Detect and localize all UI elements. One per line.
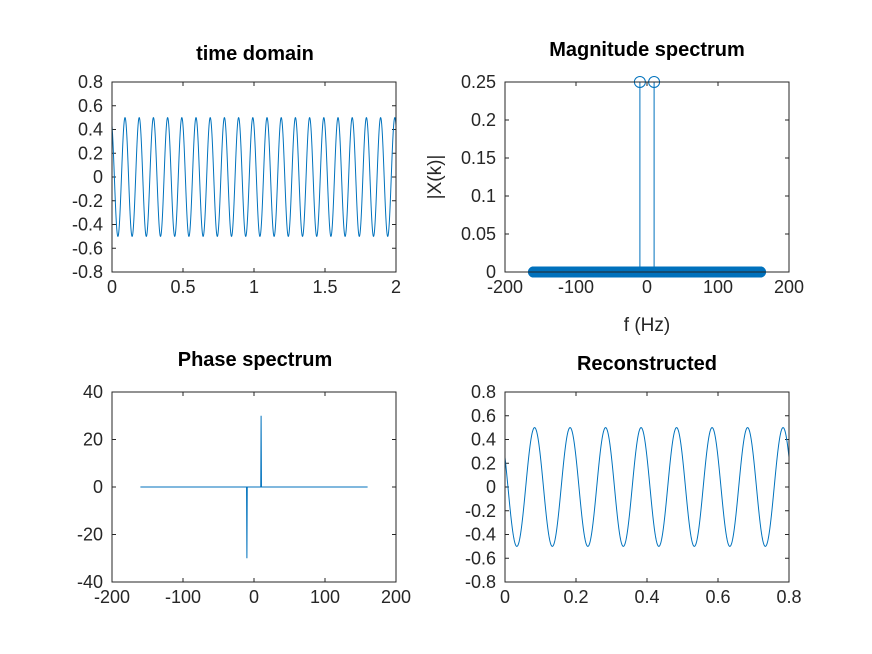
reconstructed-title: Reconstructed	[577, 353, 717, 375]
time-domain-plot: 0 0.5 1 1.5 2 -0.8 -0.6 -0.4 -0.2 0 0.2 0.4 0.6 0.8	[72, 72, 401, 297]
magnitude-xtick-label: 200	[774, 277, 804, 297]
phase-ytick-label: -20	[77, 525, 103, 545]
phase-xtick-label: 0	[249, 587, 259, 607]
magnitude-spectrum-panel: Magnitude spectrum -200 -100 0 100 200 0 0.05 0…	[425, 39, 804, 336]
reconstructed-frame	[504, 391, 790, 583]
reconstructed-xtick-label: 0.2	[563, 587, 588, 607]
reconstructed-ytick-label: -0.6	[465, 548, 496, 568]
reconstructed-ytick-label: 0.6	[471, 406, 496, 426]
phase-xtick-label: -100	[165, 587, 201, 607]
time-domain-title: time domain	[196, 43, 314, 65]
magnitude-xtick-label: -200	[487, 277, 523, 297]
reconstructed-ytick-label: 0.4	[471, 430, 496, 450]
magnitude-ylabel: |X(k)|	[425, 155, 446, 200]
magnitude-ytick-label: 0	[486, 262, 496, 282]
phase-ytick-label: 0	[93, 477, 103, 497]
magnitude-ytick-label: 0.1	[471, 186, 496, 206]
time-ytick-label: 0.6	[78, 96, 103, 116]
phase-series-line	[140, 415, 368, 559]
time-ytick-label: -0.6	[72, 238, 103, 258]
magnitude-xlabel: f (Hz)	[624, 315, 670, 336]
magnitude-xtick-label: -100	[558, 277, 594, 297]
phase-xtick-label: 100	[310, 587, 340, 607]
magnitude-ytick-label: 0.15	[461, 148, 496, 168]
time-xtick-label: 0	[107, 277, 117, 297]
reconstructed-ytick-label: 0	[486, 477, 496, 497]
magnitude-xtick-label: 0	[642, 277, 652, 297]
time-xtick-label: 1	[249, 277, 259, 297]
reconstructed-xtick-label: 0.8	[776, 587, 801, 607]
magnitude-spectrum-title: Magnitude spectrum	[549, 39, 745, 61]
phase-spectrum-panel: Phase spectrum -200 -100 0 100 200-40-200204…	[77, 349, 411, 607]
time-ytick-label: 0.4	[78, 120, 103, 140]
magnitude-xtick-label: 100	[703, 277, 733, 297]
time-ytick-label: 0.2	[78, 143, 103, 163]
time-ytick-label: -0.2	[72, 191, 103, 211]
reconstructed-ytick-label: 0.2	[471, 453, 496, 473]
phase-spectrum-title: Phase spectrum	[178, 349, 333, 371]
time-ytick-label: -0.4	[72, 215, 103, 235]
reconstructed-ytick-label: -0.8	[465, 572, 496, 592]
phase-ytick-label: 40	[83, 382, 103, 402]
magnitude-spectrum-plot: -200 -100 0 100 200 0 0.05 0.1 0.15 0.2 0.25	[461, 72, 804, 297]
reconstructed-xtick-label: 0.6	[705, 587, 730, 607]
reconstructed-panel: Reconstructed 0 0.2 0.4 0.6 0.8 -0.8 -0.6 -0.4 -…	[465, 353, 802, 607]
phase-xtick-label: -200	[94, 587, 130, 607]
time-domain-frame	[111, 81, 397, 273]
time-xtick-label: 1.5	[312, 277, 337, 297]
time-ytick-label: 0	[93, 167, 103, 187]
reconstructed-xtick-label: 0.4	[634, 587, 659, 607]
reconstructed-ytick-label: 0.8	[471, 382, 496, 402]
reconstructed-ytick-label: -0.4	[465, 525, 496, 545]
magnitude-ytick-label: 0.2	[471, 110, 496, 130]
magnitude-ytick-label: 0.05	[461, 224, 496, 244]
phase-spectrum-frame	[111, 391, 397, 583]
reconstructed-ytick-label: -0.2	[465, 501, 496, 521]
phase-ytick-label: 20	[83, 430, 103, 450]
time-ytick-label: -0.8	[72, 262, 103, 282]
reconstructed-xtick-label: 0	[500, 587, 510, 607]
magnitude-spectrum-frame	[504, 81, 790, 273]
time-ytick-label: 0.8	[78, 72, 103, 92]
phase-ytick-label: -40	[77, 572, 103, 592]
time-xtick-label: 0.5	[170, 277, 195, 297]
time-series-line	[111, 117, 397, 237]
time-domain-panel: time domain 0 0.5 1 1.5 2 -0.8 -0.6 -0.4 -0.2 0 0.…	[72, 43, 401, 297]
reconstructed-plot: 0 0.2 0.4 0.6 0.8 -0.8 -0.6 -0.4 -0.2 0 0.2 0.4 0.6 0…	[465, 382, 802, 607]
time-xtick-label: 2	[391, 277, 401, 297]
reconstructed-series-line	[504, 427, 790, 547]
phase-xtick-label: 200	[381, 587, 411, 607]
magnitude-ytick-label: 0.25	[461, 72, 496, 92]
